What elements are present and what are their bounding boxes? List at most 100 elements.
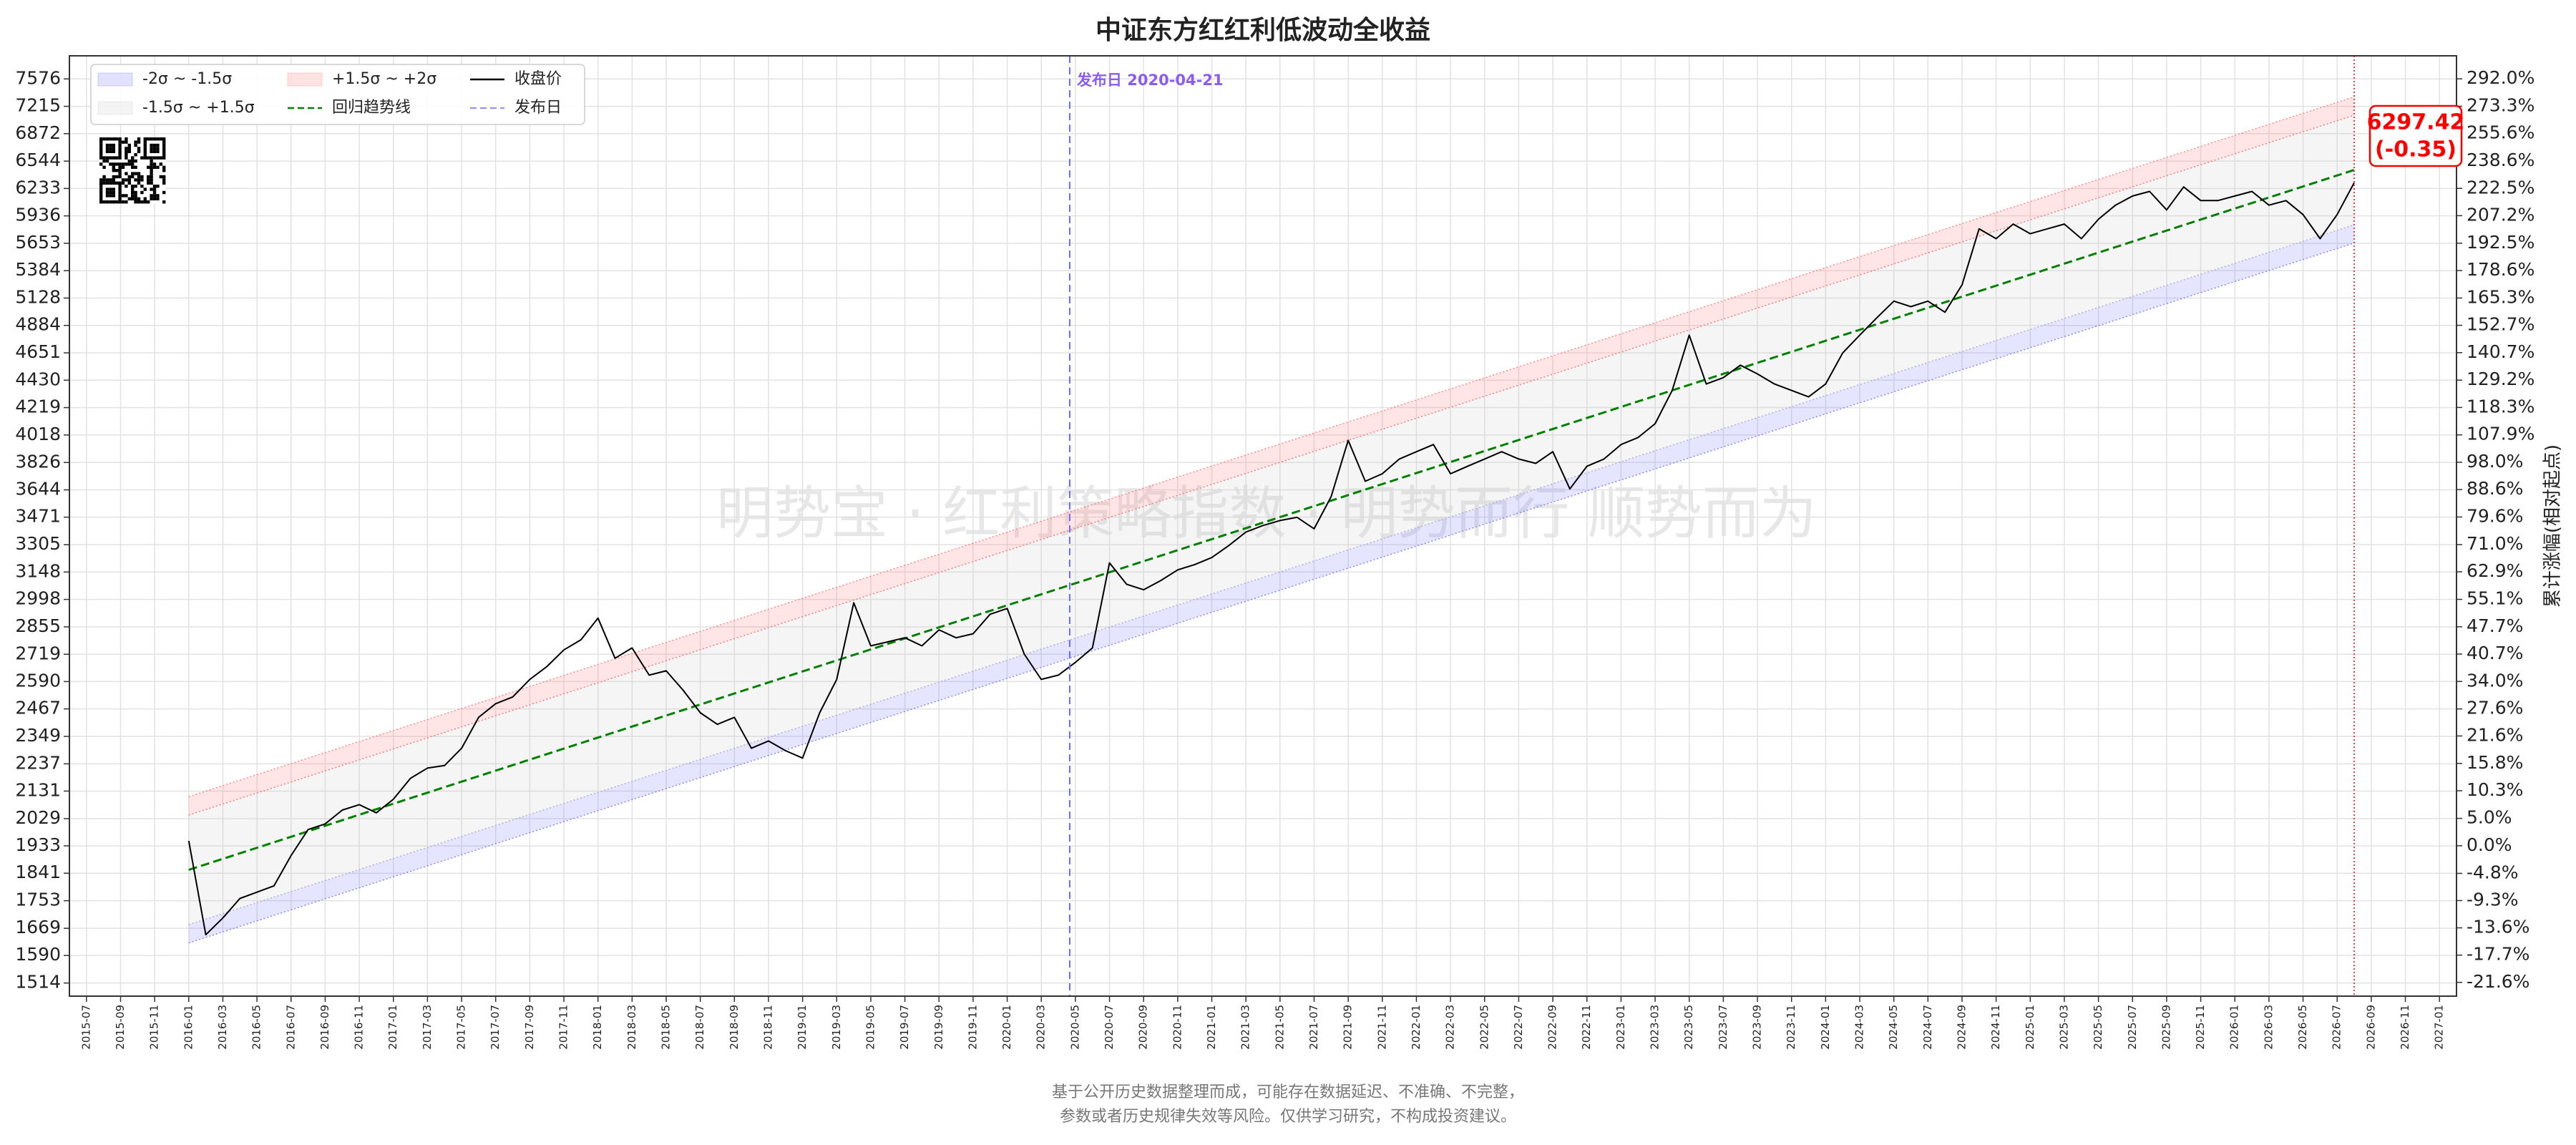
x-tick-label: 2025-09: [2160, 1005, 2172, 1050]
qr-cell: [112, 200, 115, 204]
qr-cell: [125, 150, 128, 153]
y2-tick-label: 40.7%: [2467, 643, 2523, 663]
qr-cell: [156, 147, 160, 150]
x-tick-label: 2018-11: [761, 1005, 774, 1050]
y-tick-label: 6544: [15, 150, 61, 170]
x-tick-label: 2025-03: [2057, 1005, 2070, 1050]
qr-cell: [127, 143, 131, 147]
qr-cell: [156, 197, 160, 200]
band-edge: [188, 242, 2355, 944]
y-tick-label: 3471: [15, 506, 61, 527]
x-tick-label: 2025-01: [2024, 1005, 2036, 1050]
qr-cell: [134, 190, 137, 195]
qr-cell: [118, 172, 122, 175]
watermark: 明势宝 · 红利策略指数 · 明势而行 顺势而为: [716, 480, 1817, 547]
x-tick-label: 2019-05: [864, 1005, 877, 1050]
x-tick-label: 2016-05: [250, 1005, 263, 1050]
y2-tick-label: 10.3%: [2467, 779, 2523, 800]
qr-cell: [112, 150, 115, 153]
last-label-box: [2368, 104, 2463, 167]
x-tick-label: 2017-01: [386, 1005, 399, 1050]
qr-cell: [127, 162, 131, 166]
qr-cell: [150, 150, 153, 153]
x-tick-label: 2022-03: [1444, 1005, 1457, 1050]
qr-cell: [143, 197, 147, 200]
x-tick-label: 2020-11: [1171, 1005, 1184, 1050]
x-tick-label: 2016-09: [318, 1005, 331, 1050]
qr-cell: [131, 187, 135, 191]
y2-tick-label: 21.6%: [2467, 724, 2523, 745]
qr-cell: [134, 159, 137, 163]
x-tick-label: 2017-05: [455, 1005, 468, 1050]
y2-tick-label: 98.0%: [2467, 451, 2523, 472]
qr-cell: [125, 147, 128, 150]
x-tick-label: 2018-09: [728, 1005, 741, 1050]
qr-cell: [159, 156, 162, 160]
qr-cell: [102, 137, 106, 141]
qr-cell: [150, 165, 153, 169]
qr-cell: [102, 156, 106, 160]
qr-cell: [118, 197, 122, 200]
qr-cell: [156, 194, 160, 198]
qr-cell: [118, 194, 122, 198]
x-tick-label: 2020-07: [1103, 1005, 1116, 1050]
qr-code: [99, 137, 166, 204]
y2-tick-label: 129.2%: [2467, 369, 2534, 389]
y-tick-label: 1669: [15, 917, 61, 937]
x-tick-label: 2024-11: [1989, 1005, 2002, 1050]
qr-cell: [125, 185, 128, 188]
qr-cell: [131, 190, 135, 195]
legend-swatch: [287, 72, 323, 87]
qr-cell: [99, 153, 103, 157]
legend-label: 收盘价: [514, 70, 562, 88]
x-tick-label: 2023-07: [1717, 1005, 1729, 1050]
qr-cell: [109, 181, 112, 185]
x-tick-label: 2022-09: [1546, 1005, 1559, 1050]
y-tick-label: 7215: [15, 95, 61, 116]
qr-cell: [112, 169, 115, 172]
qr-cell: [150, 187, 153, 191]
qr-cell: [121, 194, 125, 198]
qr-cell: [109, 200, 112, 204]
x-tick-label: 2017-11: [557, 1005, 570, 1050]
x-tick-label: 2021-11: [1375, 1005, 1388, 1050]
x-tick-label: 2023-05: [1682, 1005, 1695, 1050]
qr-cell: [143, 153, 147, 157]
qr-cell: [105, 143, 109, 147]
qr-cell: [143, 137, 147, 141]
qr-cell: [134, 143, 137, 147]
y-tick-label: 1753: [15, 890, 61, 910]
qr-cell: [102, 175, 106, 179]
qr-cell: [121, 181, 125, 185]
qr-cell: [162, 178, 166, 182]
qr-cell: [162, 150, 166, 153]
qr-cell: [102, 200, 106, 204]
y-tick-label: 3305: [15, 533, 61, 554]
qr-cell: [156, 137, 160, 141]
qr-cell: [162, 140, 166, 144]
x-tick-label: 2019-07: [898, 1005, 911, 1050]
qr-cell: [102, 165, 106, 169]
qr-cell: [131, 165, 135, 169]
qr-cell: [99, 200, 103, 204]
price-line: [187, 182, 2355, 936]
y2-tick-label: -21.6%: [2467, 971, 2529, 992]
qr-cell: [162, 200, 166, 204]
qr-cell: [147, 165, 150, 169]
x-tick-label: 2016-03: [216, 1005, 229, 1050]
legend-swatch: [97, 101, 133, 115]
qr-cell: [102, 178, 106, 182]
qr-cell: [121, 140, 125, 144]
qr-cell: [137, 140, 141, 144]
y2-tick-label: 152.7%: [2467, 314, 2534, 335]
qr-cell: [127, 150, 131, 153]
y2-tick-label: 71.0%: [2467, 533, 2523, 554]
x-tick-label: 2024-07: [1921, 1005, 1934, 1050]
qr-cell: [125, 156, 128, 160]
y-tick-label: 2998: [15, 588, 61, 609]
qr-cell: [109, 150, 112, 153]
qr-cell: [150, 143, 153, 147]
qr-cell: [105, 190, 109, 195]
plot-frame: [69, 55, 2457, 997]
qr-cell: [131, 156, 135, 160]
